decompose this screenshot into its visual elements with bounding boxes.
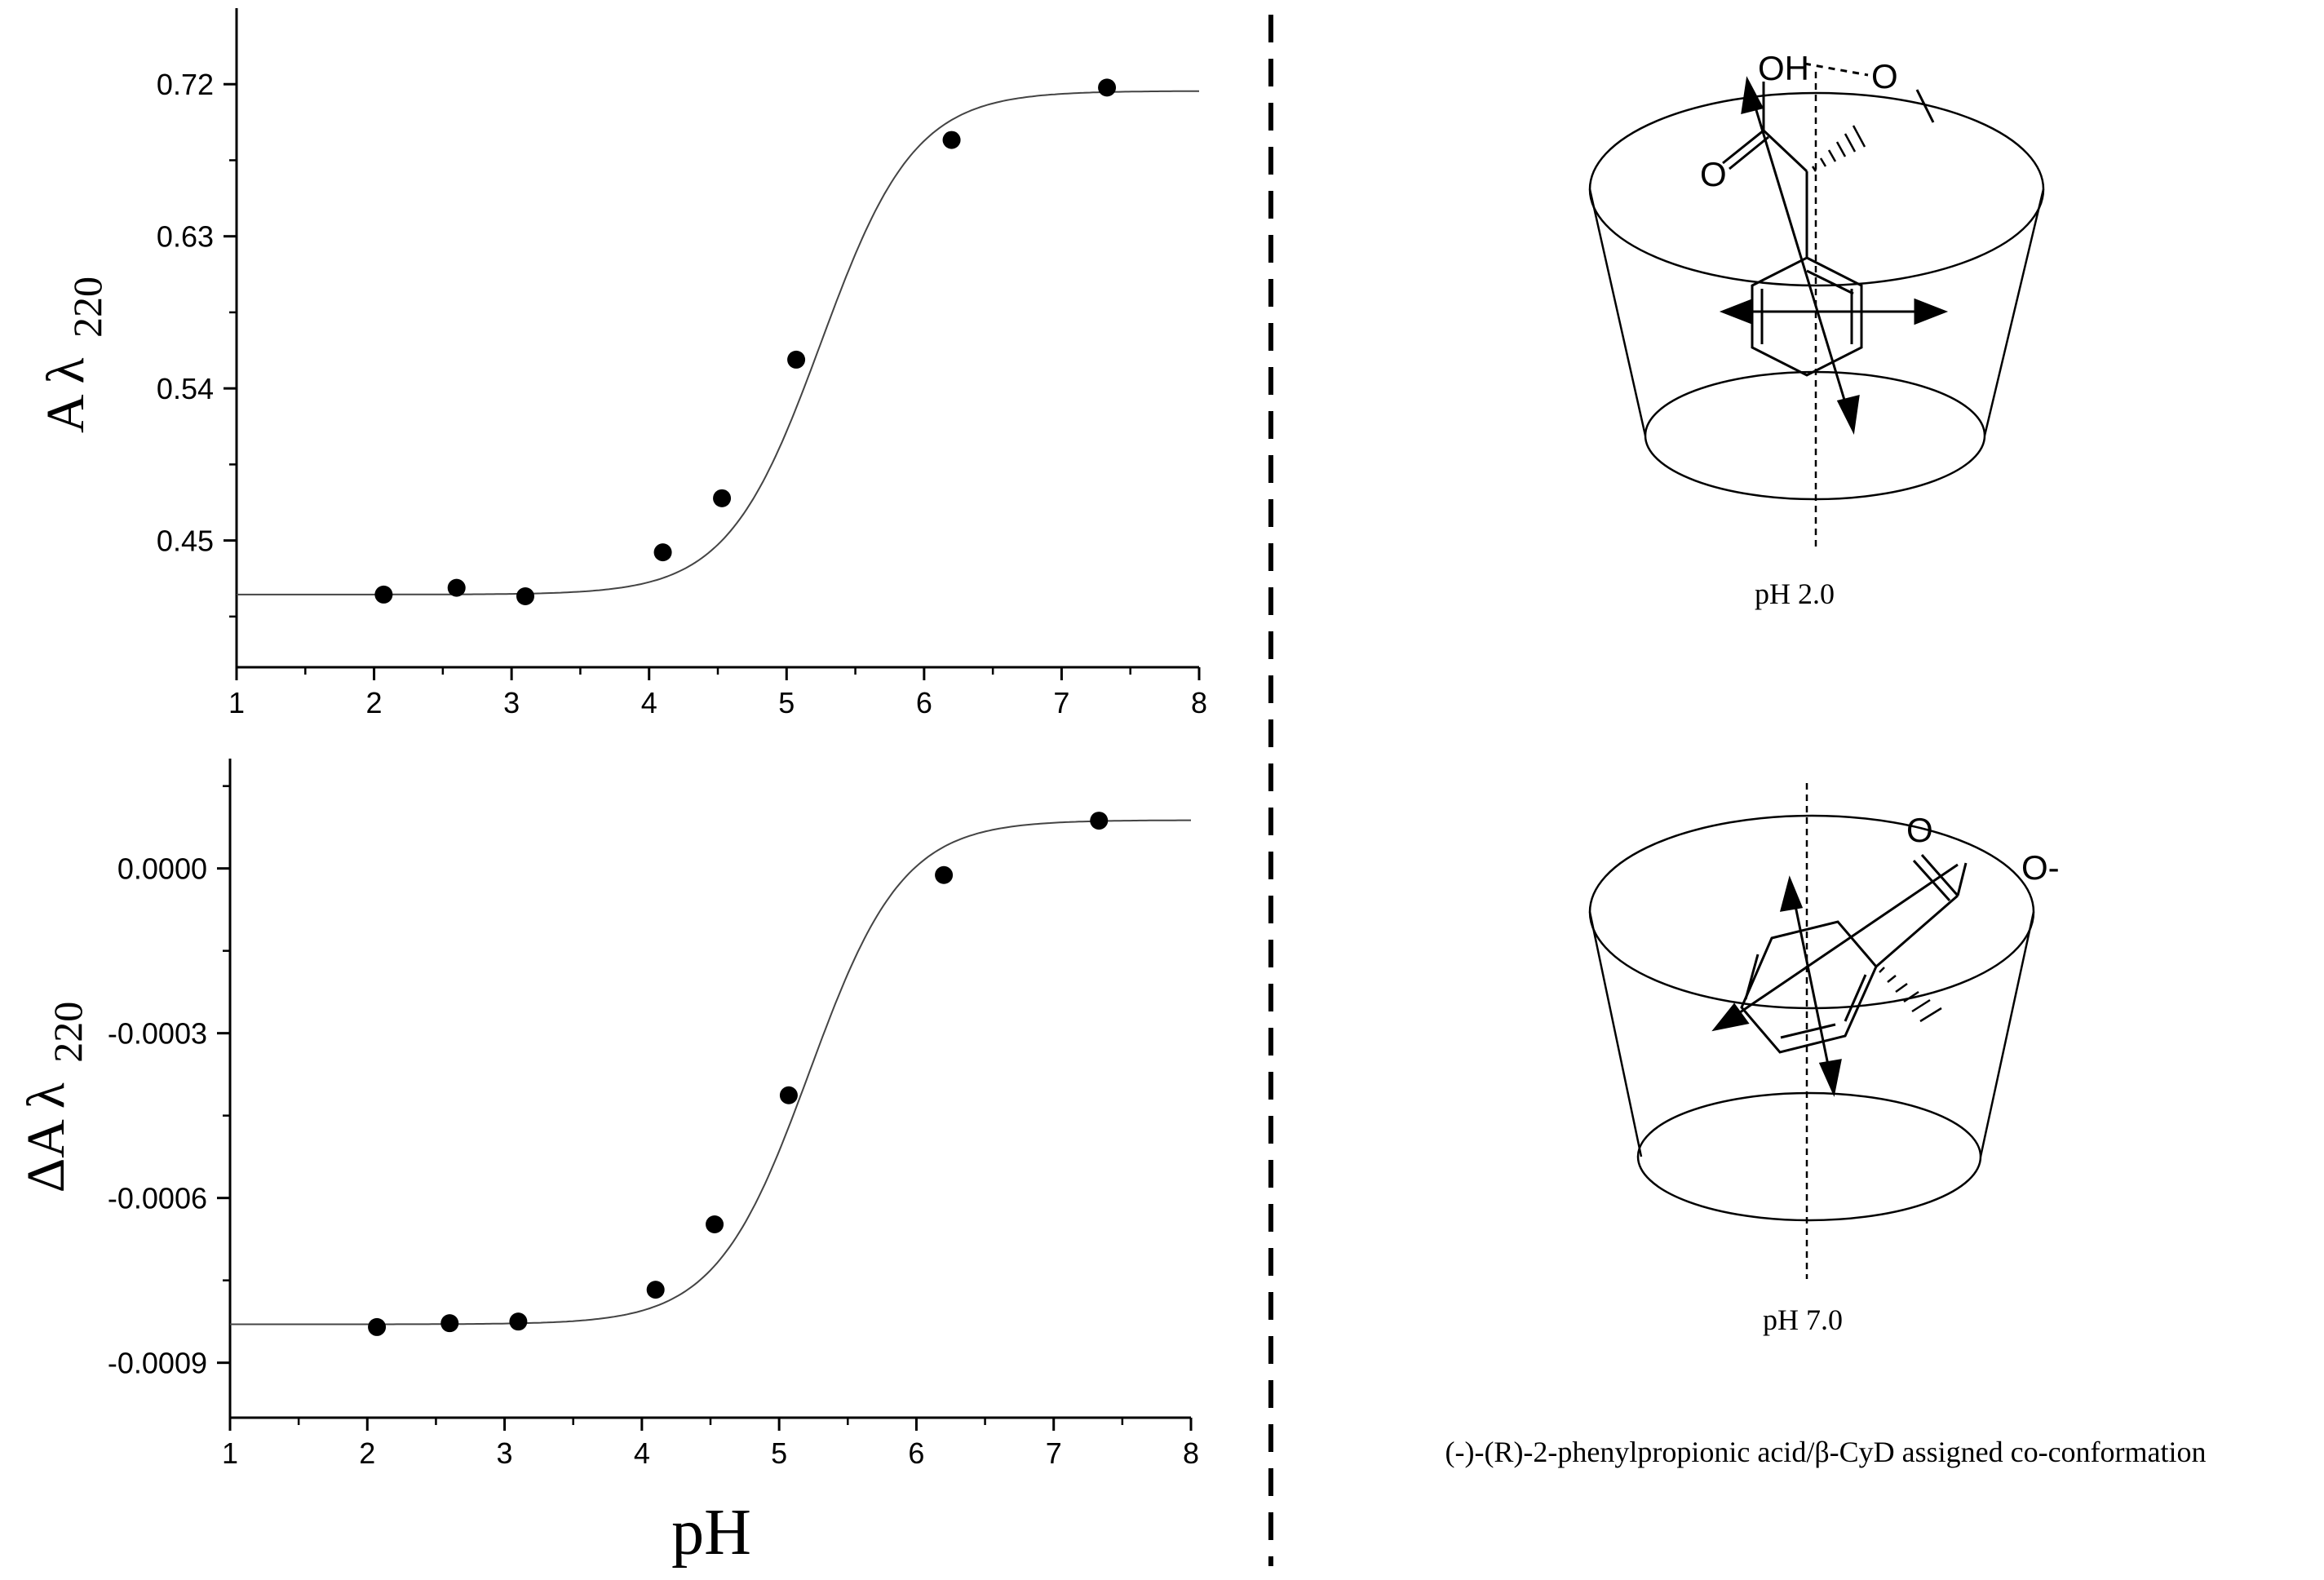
phenylpropionic-acid-bottom <box>1740 854 1968 1054</box>
top-data-point <box>787 350 806 369</box>
bot-y-tick-label: -0.0009 <box>108 1347 207 1380</box>
bot-y-tick-label: 0.0000 <box>117 852 207 886</box>
bot-fit-curve <box>230 819 1191 1326</box>
hashed-methyl-bottom <box>1879 967 1942 1023</box>
bottom-data-points <box>368 812 1109 1336</box>
top-data-point <box>447 578 466 597</box>
atom-o-carbonyl-bottom: O <box>1906 811 1933 849</box>
top-axes <box>224 8 1201 680</box>
top-data-point <box>942 131 961 149</box>
top-y-axis-title: A λ 220 <box>36 277 110 433</box>
top-fit-curve <box>237 90 1199 595</box>
bot-data-point <box>1090 812 1109 830</box>
scheme-bottom-label: pH 7.0 <box>1763 1303 1843 1336</box>
bottom-y-axis-title-sub: 220 <box>45 1002 91 1063</box>
bot-x-tick-label: 2 <box>359 1436 375 1470</box>
phenylpropionic-acid-top <box>1722 62 1935 377</box>
bot-data-point <box>706 1215 724 1233</box>
bottom-axes <box>217 759 1193 1431</box>
figure-caption: (-)-(R)-2-phenylpropionic acid/β-CyD ass… <box>1445 1436 2206 1468</box>
bot-x-tick-label: 4 <box>634 1436 650 1470</box>
atom-oh-top: OH <box>1758 49 1809 87</box>
top-x-tick-label: 5 <box>778 686 795 719</box>
bot-x-tick-label: 7 <box>1046 1436 1062 1470</box>
bot-x-tick-label: 8 <box>1183 1436 1199 1470</box>
top-y-tick-label: 0.45 <box>157 524 214 558</box>
bottom-y-axis-title: ΔA λ 220 <box>16 1002 91 1193</box>
bottom-x-axis-title: pH <box>671 1497 751 1569</box>
atom-o-minus-bottom: O- <box>2021 848 2060 887</box>
top-x-tick-label: 7 <box>1053 686 1069 719</box>
bot-data-point <box>440 1314 459 1333</box>
bottom-fit-curve-group <box>230 819 1191 1326</box>
atom-o-ring-top: O <box>1871 57 1898 95</box>
cyclodextrin-cone-top <box>1588 91 2045 501</box>
top-x-tick-label: 6 <box>916 686 932 719</box>
top-data-points <box>374 78 1117 605</box>
chart-bottom: 1 2 3 4 5 6 7 8 -0.0009 -0.0006 -0.0003 0.0000 ΔA λ… <box>16 759 1199 1569</box>
top-data-point <box>516 586 534 605</box>
top-y-tick-label: 0.72 <box>157 68 214 101</box>
bot-data-point <box>509 1312 528 1331</box>
top-data-point <box>713 489 732 507</box>
bottom-y-axis-title-main: ΔA λ <box>16 1082 76 1193</box>
bottom-tick-labels: 1 2 3 4 5 6 7 8 -0.0009 -0.0006 -0.0003 0.0000 <box>108 852 1199 1470</box>
top-data-point <box>653 543 672 562</box>
atom-o-carbonyl-top: O <box>1700 155 1727 193</box>
transition-moment-arrows-bottom <box>1711 863 1959 1097</box>
transition-moment-arrows-top <box>1719 76 1949 435</box>
bot-data-point <box>368 1317 387 1336</box>
bot-y-tick-label: -0.0003 <box>108 1017 207 1051</box>
bot-y-tick-label: -0.0006 <box>108 1182 207 1215</box>
chart-top: 1 2 3 4 5 6 7 8 0.45 0.54 0.63 0.72 A λ 220 <box>36 8 1207 719</box>
top-data-point <box>1098 78 1117 97</box>
bot-data-point <box>779 1086 798 1104</box>
top-y-axis-title-sub: 220 <box>64 277 110 338</box>
top-fit-curve-group <box>237 90 1199 595</box>
bot-x-tick-label: 1 <box>222 1436 238 1470</box>
top-y-tick-label: 0.54 <box>157 372 214 405</box>
scheme-top-label: pH 2.0 <box>1755 578 1835 610</box>
cyclodextrin-cone-bottom <box>1588 814 2035 1222</box>
top-x-tick-label: 4 <box>641 686 657 719</box>
bot-data-point <box>935 865 954 884</box>
top-y-axis-title-main: A λ <box>36 357 95 433</box>
bot-data-point <box>646 1281 665 1299</box>
top-x-tick-label: 8 <box>1191 686 1207 719</box>
hashed-methyl-top <box>1811 125 1866 172</box>
top-data-point <box>374 585 393 604</box>
top-x-tick-label: 3 <box>503 686 520 719</box>
bot-x-tick-label: 5 <box>771 1436 787 1470</box>
scheme-top: OH O O pH 2.0 <box>1588 49 2045 610</box>
scheme-bottom: O O- pH 7.0 <box>1588 783 2060 1336</box>
top-y-tick-label: 0.63 <box>157 220 214 254</box>
top-x-tick-label: 2 <box>366 686 383 719</box>
bot-x-tick-label: 3 <box>497 1436 513 1470</box>
bot-x-tick-label: 6 <box>908 1436 924 1470</box>
top-x-tick-label: 1 <box>228 686 245 719</box>
top-tick-labels: 1 2 3 4 5 6 7 8 0.45 0.54 0.63 0.72 <box>157 68 1207 719</box>
